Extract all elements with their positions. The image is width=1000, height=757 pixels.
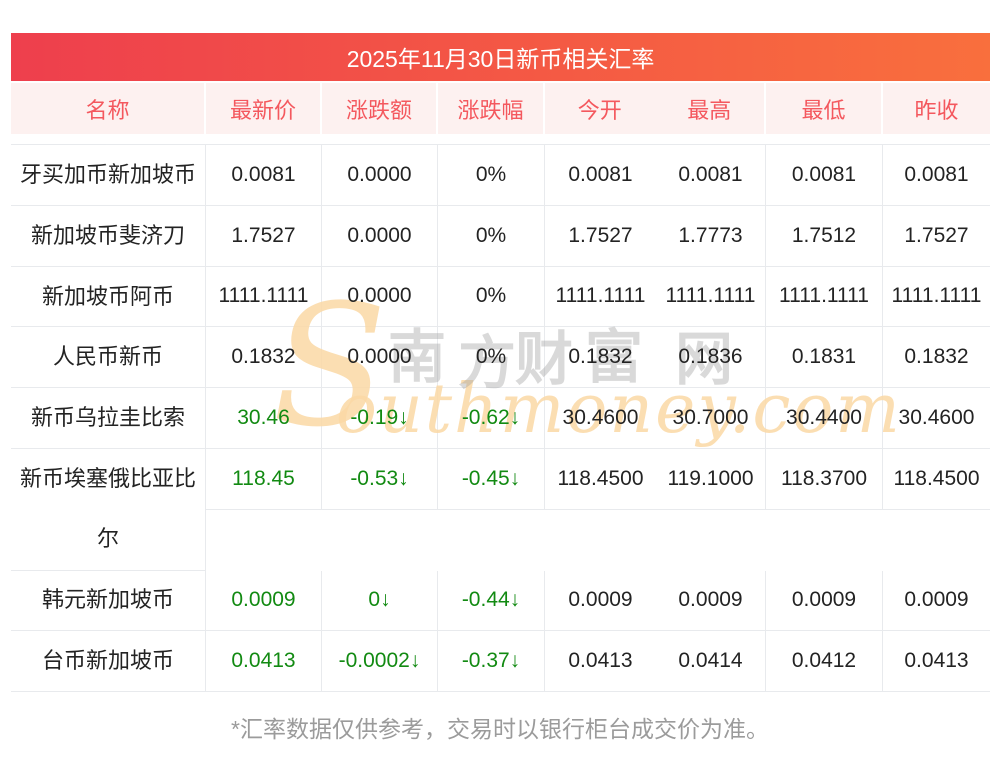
cell-latest-price: 118.45 (206, 448, 322, 510)
cell-open: 118.4500 (545, 449, 656, 510)
cell-open: 0.0413 (545, 631, 656, 693)
cell-low: 0.0081 (766, 145, 883, 206)
column-header-change-percent: 涨跌幅 (438, 83, 545, 134)
cell-high: 0.0009 (656, 570, 766, 632)
cell-currency-pair-name: 牙买加币新加坡币 (11, 145, 206, 206)
cell-prev-close: 0.1832 (883, 327, 990, 389)
column-header-open: 今开 (577, 97, 622, 123)
table-spacer-cell (206, 510, 990, 571)
table-header-row: 名称 最新价 涨跌额 涨跌幅 今开 最高 最低 昨收 (11, 83, 990, 134)
cell-change-percent: -0.44↓ (438, 570, 545, 632)
disclaimer-text: *汇率数据仅供参考，交易时以银行柜台成交价为准。 (231, 716, 769, 742)
exchange-rate-table: 2025年11月30日新币相关汇率 名称 最新价 涨跌额 涨跌幅 今开 最高 最… (11, 33, 990, 693)
cell-change-percent: 0% (438, 145, 545, 206)
cell-latest-price: 1.7527 (206, 205, 322, 267)
cell-low: 0.0412 (766, 631, 883, 693)
cell-latest-price: 0.0009 (206, 570, 322, 632)
cell-currency-pair-name: 新加坡币斐济刀 (11, 205, 206, 267)
cell-open: 0.1832 (545, 327, 656, 389)
column-header-prev-close: 昨收 (883, 83, 990, 134)
cell-change-amount: 0↓ (322, 570, 438, 632)
cell-high: 119.1000 (656, 448, 766, 510)
cell-latest-price: 0.1832 (206, 327, 322, 389)
cell-open: 1111.1111 (545, 267, 656, 328)
cell-open: 1.7527 (545, 206, 656, 267)
cell-currency-pair-name: 台币新加坡币 (11, 631, 206, 693)
table-title: 2025年11月30日新币相关汇率 (11, 33, 990, 81)
cell-prev-close: 0.0413 (883, 631, 990, 693)
cell-currency-pair-name: 韩元新加坡币 (11, 570, 206, 632)
cell-prev-close: 30.4600 (883, 388, 990, 449)
rates-table-body: 牙买加币新加坡币 0.0081 0.0000 0% 0.0081 0.0081 0.0081… (11, 144, 990, 693)
cell-high: 0.0414 (656, 631, 766, 693)
cell-change-amount: -0.19↓ (322, 388, 438, 449)
cell-change-percent: 0% (438, 266, 545, 328)
cell-currency-pair-name: 人民币新币 (11, 327, 206, 389)
cell-change-amount: 0.0000 (322, 327, 438, 389)
cell-change-amount: -0.0002↓ (322, 631, 438, 693)
cell-currency-pair-name: 新加坡币阿币 (11, 266, 206, 328)
column-header-latest-price: 最新价 (206, 83, 322, 134)
cell-latest-price: 0.0413 (206, 631, 322, 693)
cell-low: 0.1831 (766, 327, 883, 389)
cell-change-percent: 0% (438, 205, 545, 267)
cell-change-percent: -0.37↓ (438, 631, 545, 693)
cell-change-amount: 0.0000 (322, 205, 438, 267)
cell-prev-close: 0.0081 (883, 145, 990, 206)
cell-change-amount: 0.0000 (322, 145, 438, 206)
cell-prev-close: 118.4500 (883, 449, 990, 510)
cell-prev-close: 1.7527 (883, 206, 990, 267)
cell-low: 30.4400 (766, 388, 883, 449)
cell-latest-price: 30.46 (206, 388, 322, 449)
cell-high: 1.7773 (656, 205, 766, 267)
cell-open: 0.0009 (545, 571, 656, 632)
cell-currency-pair-name: 新币埃塞俄比亚比尔 (11, 448, 206, 571)
cell-change-percent: -0.62↓ (438, 388, 545, 449)
cell-low: 1.7512 (766, 205, 883, 267)
column-header-change-amount: 涨跌额 (322, 83, 438, 134)
cell-latest-price: 0.0081 (206, 145, 322, 206)
cell-latest-price: 1111.1111 (206, 266, 322, 328)
cell-currency-pair-name: 新币乌拉圭比索 (11, 388, 206, 449)
column-header-high: 最高 (687, 97, 732, 123)
cell-high: 0.1836 (656, 327, 766, 389)
cell-change-amount: 0.0000 (322, 266, 438, 328)
column-header-name: 名称 (11, 83, 206, 134)
cell-prev-close: 0.0009 (883, 571, 990, 632)
cell-prev-close: 1111.1111 (883, 267, 990, 328)
cell-high: 1111.1111 (656, 266, 766, 328)
cell-high: 30.7000 (656, 388, 766, 449)
column-header-open-high: 今开 最高 (545, 83, 766, 134)
cell-open: 30.4600 (545, 388, 656, 449)
cell-change-percent: 0% (438, 327, 545, 389)
cell-low: 0.0009 (766, 570, 883, 632)
column-header-low: 最低 (766, 83, 883, 134)
cell-change-amount: -0.53↓ (322, 448, 438, 510)
cell-low: 118.3700 (766, 448, 883, 510)
cell-change-percent: -0.45↓ (438, 448, 545, 510)
cell-low: 1111.1111 (766, 266, 883, 328)
cell-high: 0.0081 (656, 145, 766, 206)
cell-open: 0.0081 (545, 145, 656, 206)
